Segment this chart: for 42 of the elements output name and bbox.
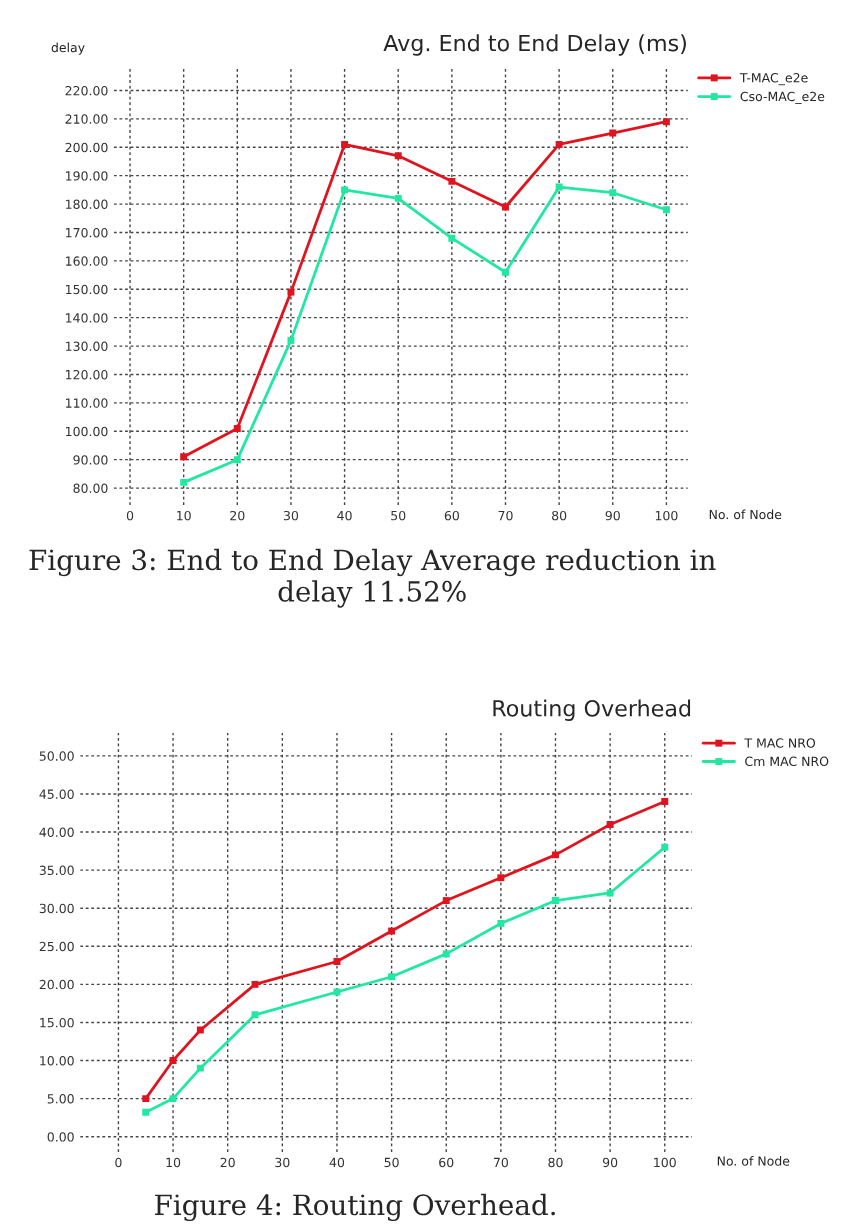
point [394, 194, 402, 202]
point [196, 1026, 204, 1034]
caption: Figure 4: Routing Overhead. [155, 1193, 555, 1222]
point [552, 897, 559, 905]
point [555, 183, 563, 191]
point [341, 186, 349, 194]
point [442, 897, 450, 905]
point [448, 177, 456, 185]
caption: Figure 3: End to End Delay Average reduction in delay 11.52% [29, 548, 716, 608]
point [169, 1095, 177, 1103]
point [388, 973, 396, 981]
point [552, 851, 559, 859]
point [233, 456, 241, 464]
point [609, 129, 617, 137]
point [661, 798, 669, 806]
point [662, 206, 670, 214]
point [609, 189, 617, 197]
point [142, 1108, 150, 1116]
point [502, 203, 509, 211]
point [142, 1095, 150, 1103]
point [388, 927, 396, 935]
point [448, 234, 456, 242]
point [287, 336, 295, 344]
chart-title: Avg. End to End Delay (ms) [383, 34, 686, 56]
point [341, 140, 349, 148]
point [169, 1057, 177, 1064]
point [502, 268, 509, 276]
point [333, 958, 341, 965]
point [180, 453, 188, 461]
point [497, 919, 505, 927]
point [555, 140, 563, 148]
point [442, 950, 450, 958]
chart-title: Routing Overhead [493, 699, 691, 721]
point [661, 843, 669, 851]
point [394, 152, 402, 160]
point [233, 424, 241, 432]
point [180, 478, 188, 486]
point [662, 118, 670, 126]
point [196, 1064, 204, 1072]
point [606, 820, 614, 828]
point [287, 288, 295, 296]
point [497, 874, 505, 882]
